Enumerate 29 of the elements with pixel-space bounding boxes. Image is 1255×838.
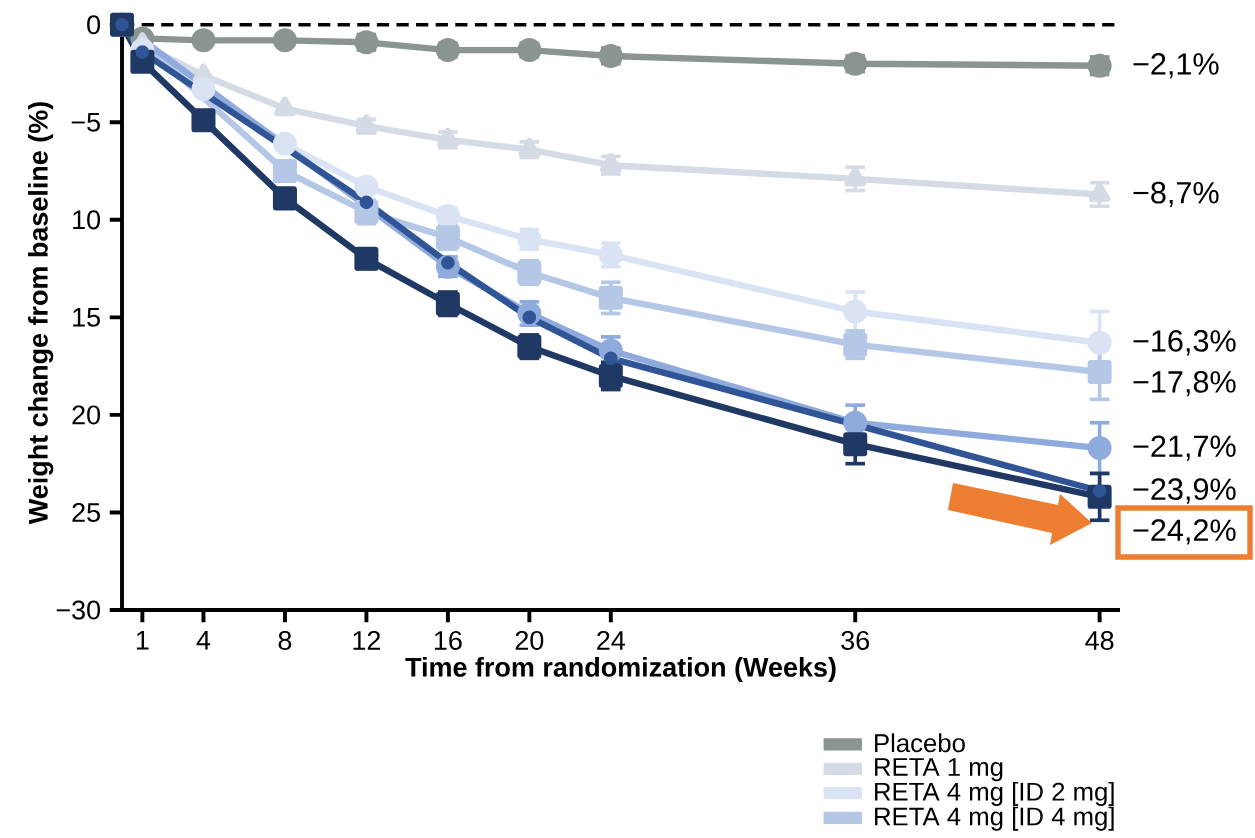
y-axis-title: Weight change from baseline (%) [28, 102, 54, 525]
data-label: −17,8% [1133, 371, 1236, 397]
data-label: −21,7% [1133, 435, 1236, 461]
data-label: −16,3% [1133, 330, 1236, 356]
data-label: −23,9% [1133, 478, 1236, 504]
legend-label: RETA 4 mg [ID 4 mg] [875, 806, 1114, 831]
x-tick-label: 48 [1085, 630, 1114, 650]
x-tick-label: 4 [196, 630, 211, 650]
x-tick-label: 12 [353, 630, 381, 650]
data-label: −24,2% [1133, 519, 1236, 545]
x-axis-title: Time from randomization (Weeks) [405, 657, 836, 683]
y-tick-label: 20 [72, 405, 101, 425]
y-tick-label: −30 [56, 600, 101, 620]
x-tick-label: 8 [278, 630, 292, 650]
legend-label: RETA 4 mg [ID 2 mg] [875, 781, 1114, 806]
x-tick-label: 1 [136, 630, 149, 650]
data-label: −8,7% [1133, 181, 1219, 208]
legend-label: Placebo [875, 733, 965, 753]
x-tick-label: 36 [841, 630, 870, 650]
x-tick-label: 24 [597, 630, 625, 650]
x-tick-label: 16 [434, 630, 462, 650]
y-tick-label: 15 [73, 307, 100, 327]
y-tick-label: 10 [73, 210, 101, 230]
y-tick-label: 25 [72, 502, 100, 522]
y-tick-label: −5 [71, 112, 100, 132]
legend-label: RETA 1 mg [875, 758, 1003, 782]
y-tick-label: 0 [87, 15, 101, 35]
x-tick-label: 20 [515, 630, 544, 650]
data-label: −2,1% [1133, 53, 1219, 79]
